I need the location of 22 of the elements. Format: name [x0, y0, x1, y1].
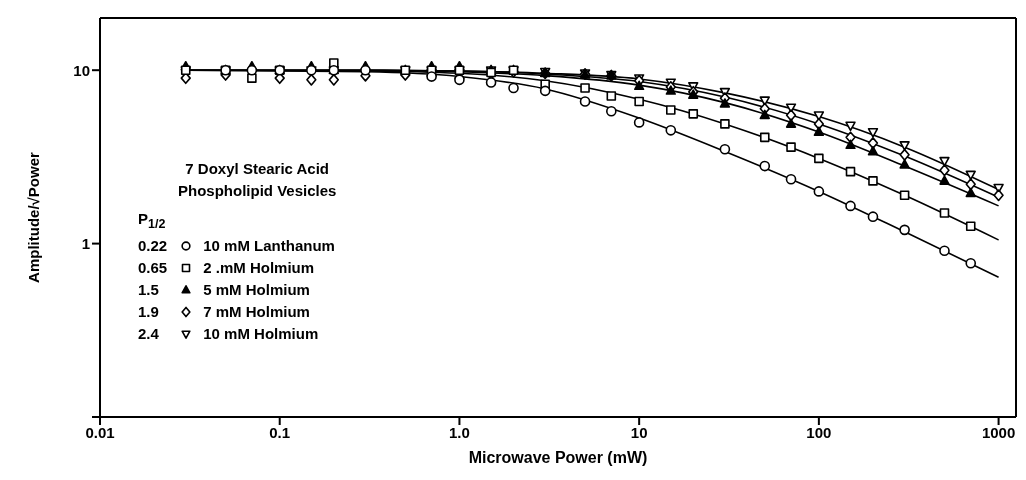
legend-title: P$_{1/2}$	[138, 210, 166, 231]
annotation: 1.5	[138, 280, 160, 300]
y-tick-label: 1	[81, 234, 90, 252]
y-axis-title: Amplitude/√Power	[25, 151, 42, 283]
x-tick-label: 100	[806, 423, 832, 441]
annotation: 7 Doxyl Stearic Acid	[184, 159, 331, 179]
legend-label: 5 mM Holmium	[202, 280, 311, 300]
legend-label: 2 .mM Holmium	[202, 258, 316, 278]
annotation: 2.4	[138, 324, 160, 344]
legend-label: 10 mM Holmium	[202, 324, 320, 344]
x-tick-label: 1.0	[449, 423, 470, 441]
annotation: 0.22	[138, 236, 169, 256]
annotation: Phospholipid Vesicles	[177, 181, 337, 201]
x-tick-label: 0.01	[85, 423, 115, 441]
annotation: 1.9	[138, 302, 160, 322]
legend-label: 10 mM Lanthanum	[202, 236, 335, 256]
x-tick-label: 1000	[981, 423, 1016, 441]
legend-label: 7 mM Holmium	[202, 302, 311, 322]
x-tick-label: 0.1	[269, 423, 291, 441]
x-axis-title: Microwave Power (mW)	[468, 449, 648, 466]
x-tick-label: 10	[630, 423, 648, 441]
annotation: 0.65	[138, 258, 169, 278]
